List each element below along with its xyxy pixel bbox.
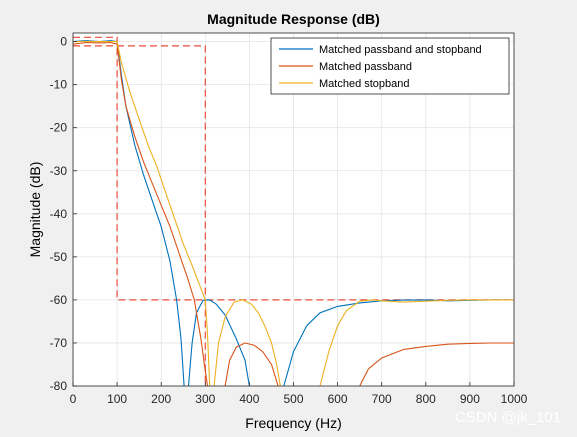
- x-tick-label: 500: [283, 392, 303, 406]
- watermark: CSDN @jk_101: [455, 409, 561, 426]
- y-tick-label: -50: [50, 250, 68, 264]
- x-tick-label: 600: [328, 392, 348, 406]
- x-tick-label: 400: [239, 392, 259, 406]
- x-tick-label: 200: [151, 392, 171, 406]
- series-line: [224, 342, 279, 387]
- x-tick-label: 100: [107, 392, 127, 406]
- x-tick-label: 1000: [501, 392, 528, 406]
- legend-label: Matched stopband: [319, 78, 410, 90]
- chart-title: Magnitude Response (dB): [207, 11, 380, 27]
- x-tick-label: 700: [372, 392, 392, 406]
- series-line: [187, 299, 250, 387]
- series-line: [319, 299, 514, 387]
- series-lines: [72, 40, 514, 387]
- y-axis-label: Magnitude (dB): [27, 162, 43, 258]
- x-tick-label: 300: [195, 392, 215, 406]
- y-tick-label: -10: [50, 78, 68, 92]
- series-line: [359, 342, 514, 387]
- y-tick-label: -60: [50, 293, 68, 307]
- y-tick-label: -70: [50, 336, 68, 350]
- x-ticks: 0 100 200 300 400 500 600 700 800 900 1000: [70, 382, 528, 406]
- series-line: [73, 41, 211, 387]
- y-tick-label: -30: [50, 164, 68, 178]
- x-tick-label: 0: [70, 392, 77, 406]
- y-tick-label: -40: [50, 207, 68, 221]
- y-tick-label: -80: [50, 379, 68, 393]
- y-ticks: 0 -10 -20 -30 -40 -50 -60 -70 -80: [50, 35, 77, 393]
- x-axis-label: Frequency (Hz): [245, 415, 341, 431]
- y-tick-label: 0: [60, 35, 67, 49]
- spec-mask-line: [73, 36, 514, 301]
- series-line: [213, 299, 281, 387]
- x-tick-label: 800: [416, 392, 436, 406]
- y-tick-label: -20: [50, 121, 68, 135]
- x-tick-label: 900: [460, 392, 480, 406]
- legend-label: Matched passband: [319, 61, 412, 73]
- series-line: [72, 41, 209, 387]
- legend: Matched passband and stopband Matched pas…: [270, 37, 510, 95]
- legend-label: Matched passband and stopband: [319, 44, 482, 56]
